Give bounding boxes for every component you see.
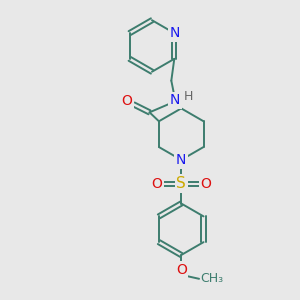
Text: O: O — [176, 263, 187, 277]
Text: S: S — [176, 176, 186, 191]
Text: N: N — [170, 94, 181, 107]
Text: N: N — [170, 26, 181, 40]
Text: H: H — [184, 90, 194, 103]
Text: N: N — [176, 153, 186, 167]
Text: O: O — [121, 94, 132, 109]
Text: CH₃: CH₃ — [200, 272, 223, 285]
Text: O: O — [201, 177, 212, 191]
Text: O: O — [151, 177, 162, 191]
